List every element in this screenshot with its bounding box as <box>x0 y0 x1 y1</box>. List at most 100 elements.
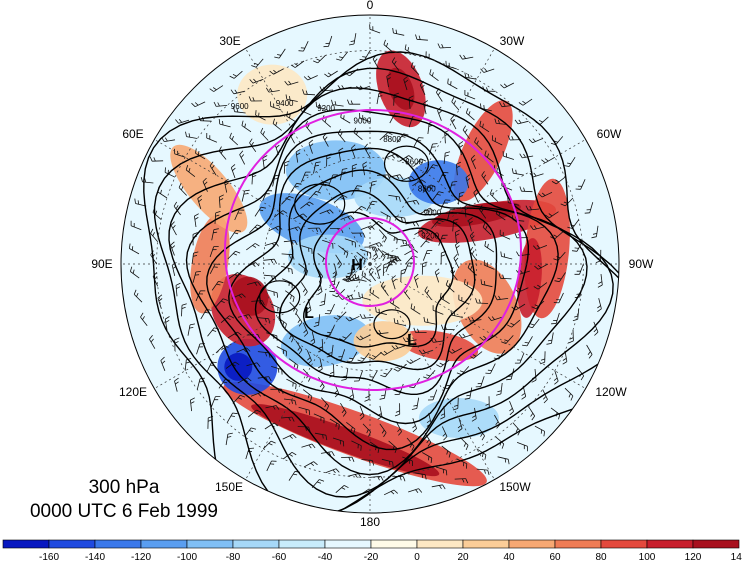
barb-staff <box>202 181 208 192</box>
barb-staff <box>431 219 440 229</box>
barb-feather <box>383 432 387 438</box>
barb-feather <box>536 244 540 249</box>
barb-staff <box>196 343 201 355</box>
wind-barb <box>185 131 198 139</box>
barb-feather <box>394 113 400 115</box>
barb-feather <box>377 447 380 453</box>
wind-barb <box>420 238 433 248</box>
wind-barb <box>476 468 490 476</box>
wind-barb <box>332 263 338 278</box>
barb-feather <box>391 57 396 63</box>
barb-feather <box>302 213 308 218</box>
barb-feather <box>379 397 385 400</box>
barb-staff <box>432 309 444 315</box>
barb-feather <box>311 443 316 449</box>
barb-feather <box>426 318 429 323</box>
barb-feather <box>341 409 345 414</box>
barb-feather <box>507 459 510 465</box>
longitude-labels: 0 30W 60W 90W 120W 150W 180 150E 120E 90… <box>91 0 654 529</box>
barb-feather <box>332 294 338 298</box>
barb-feather <box>554 280 560 283</box>
barb-feather <box>370 203 375 206</box>
wind-barb <box>453 254 460 269</box>
barb-feather <box>313 324 319 327</box>
barb-staff <box>382 264 385 276</box>
barb-feather <box>319 383 323 388</box>
barb-staff <box>317 54 326 64</box>
barb-staff <box>293 213 304 220</box>
barb-feather <box>288 80 292 85</box>
wind-barb <box>422 452 433 463</box>
barb-staff <box>388 440 398 449</box>
barb-staff <box>342 294 353 300</box>
barb-staff <box>308 191 317 200</box>
barb-staff <box>344 238 356 243</box>
barb-staff <box>200 120 212 122</box>
wind-barb <box>281 416 295 422</box>
barb-feather <box>185 164 189 171</box>
barb-feather <box>398 196 401 202</box>
wind-barb <box>414 472 427 480</box>
barb-feather <box>215 214 220 217</box>
barb-feather <box>335 422 337 427</box>
barb-staff <box>453 257 460 269</box>
barb-feather <box>284 80 289 86</box>
barb-feather <box>471 316 475 321</box>
barb-feather <box>192 232 198 235</box>
wind-barb <box>229 70 243 79</box>
barb-staff <box>589 202 594 213</box>
barb-staff <box>474 141 483 151</box>
barb-feather <box>389 461 391 466</box>
barb-staff <box>429 73 439 82</box>
wind-barb <box>225 432 233 446</box>
barb-staff <box>369 181 373 193</box>
wind-barb <box>597 274 603 288</box>
barb-feather <box>456 245 460 249</box>
barb-staff <box>443 152 446 164</box>
barb-staff <box>444 132 446 144</box>
wind-barb <box>479 120 490 133</box>
wind-barb <box>522 336 533 347</box>
barb-feather <box>506 378 512 381</box>
barb-feather <box>288 417 291 422</box>
barb-staff <box>319 209 331 215</box>
barb-staff <box>249 142 257 153</box>
barb-feather <box>533 225 537 230</box>
wind-barb <box>509 400 514 416</box>
barb-staff <box>528 208 540 211</box>
wind-barb <box>475 376 485 388</box>
barb-feather <box>292 297 295 302</box>
lon-label-120w: 120W <box>595 385 627 399</box>
wind-barb <box>260 127 269 141</box>
barb-staff <box>492 139 503 146</box>
wind-barb <box>270 101 282 111</box>
barb-feather <box>367 226 371 231</box>
barb-feather <box>459 195 464 198</box>
barb-feather <box>491 316 495 320</box>
barb-staff <box>356 251 366 260</box>
wind-barb <box>368 242 383 247</box>
lon-label-60e: 60E <box>122 127 143 141</box>
barb-staff <box>164 139 176 142</box>
barb-feather <box>453 218 459 221</box>
wind-barb <box>202 177 208 192</box>
barb-staff <box>359 117 371 123</box>
height-contour <box>278 189 476 371</box>
barb-feather <box>471 418 477 422</box>
barb-feather <box>511 136 514 141</box>
barb-feather <box>381 429 385 434</box>
barb-feather <box>363 258 366 264</box>
contour-value-label: 9400 <box>276 99 294 108</box>
barb-staff <box>234 111 246 114</box>
closed-low-contour <box>259 280 301 314</box>
barb-staff <box>246 362 258 367</box>
wind-barb <box>474 137 483 151</box>
barb-staff <box>229 137 239 146</box>
meridian-line <box>154 139 371 265</box>
barb-staff <box>340 51 349 61</box>
barb-staff <box>239 154 246 165</box>
barb-feather <box>436 364 441 368</box>
barb-feather <box>413 249 419 253</box>
barb-feather <box>434 268 440 273</box>
barb-feather <box>450 208 456 210</box>
